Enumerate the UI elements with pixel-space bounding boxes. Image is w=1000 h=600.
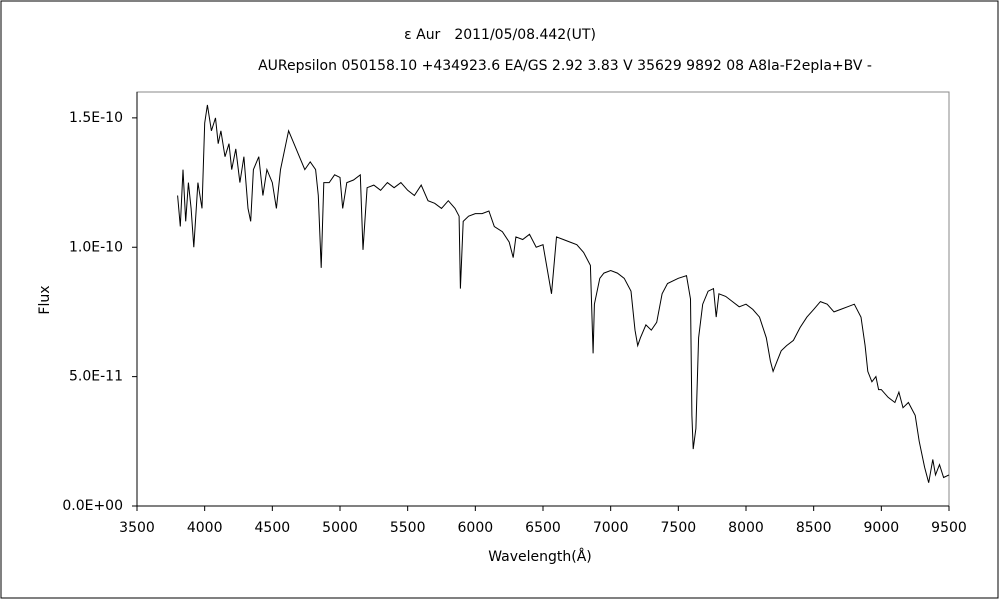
plot-area [136,91,950,507]
chart-subtitle: AURepsilon 050158.10 +434923.6 EA/GS 2.9… [258,58,872,74]
chart-title: ε Aur 2011/05/08.442(UT) [404,27,596,43]
x-tick-label: 7500 [661,520,697,536]
spectrum-line [177,104,950,483]
y-axis-label: Flux [37,285,53,314]
x-tick-label: 4500 [255,520,291,536]
x-tick-label: 5000 [322,520,358,536]
x-tick-label: 4000 [187,520,223,536]
y-tick-label: 1.5E-10 [69,110,123,126]
x-axis-label: Wavelength(Å) [488,548,592,565]
y-tick-label: 0.0E+00 [62,498,123,514]
x-tick-label: 3500 [119,520,155,536]
x-tick-label: 8500 [796,520,832,536]
x-tick-label: 7000 [593,520,629,536]
x-tick-label: 5500 [390,520,426,536]
x-tick-label: 9500 [931,520,967,536]
y-tick-label: 5.0E-11 [69,369,123,385]
x-tick-label: 9000 [864,520,900,536]
x-tick-label: 8000 [728,520,764,536]
x-tick-label: 6000 [458,520,494,536]
y-tick-label: 1.0E-10 [69,239,123,255]
x-tick-label: 6500 [525,520,561,536]
